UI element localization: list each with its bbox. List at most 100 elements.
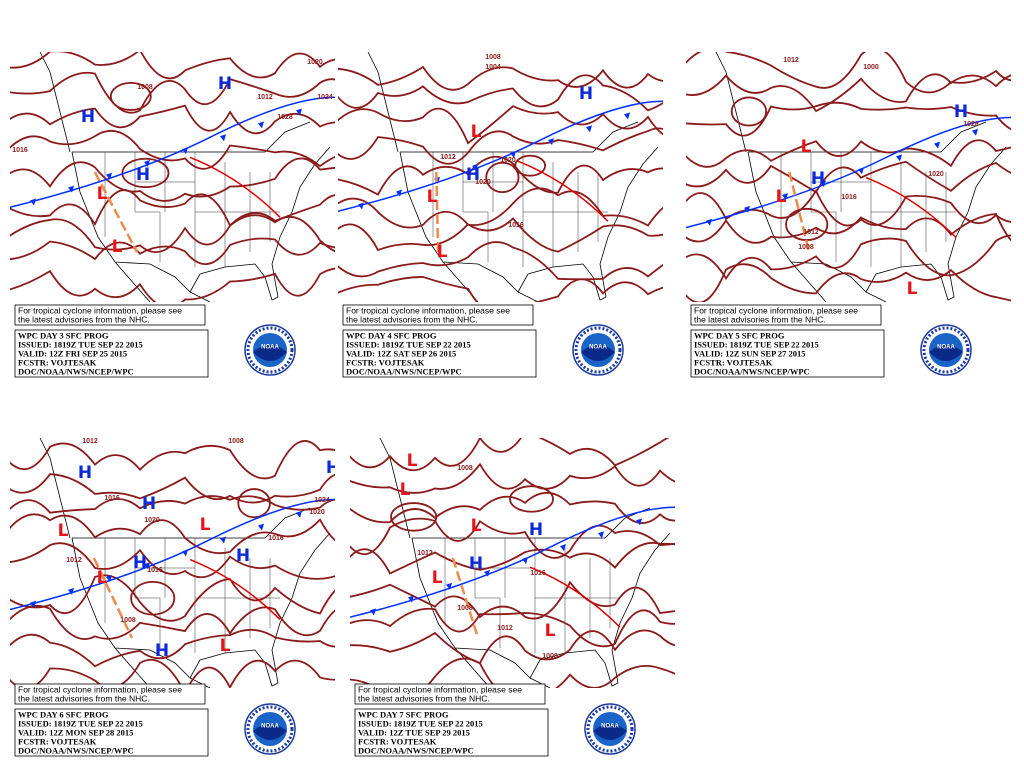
isobar bbox=[10, 267, 335, 302]
isobar bbox=[686, 52, 1011, 94]
isobar-label: 1008 bbox=[485, 54, 501, 61]
pressure-center: L bbox=[97, 568, 108, 588]
isobar bbox=[130, 580, 176, 616]
note-text: the latest advisories from the NHC. bbox=[694, 314, 826, 324]
isobar-label: 1016 bbox=[147, 567, 163, 574]
info-box bbox=[14, 708, 209, 757]
info-text: DOC/NOAA/NWS/NCEP/WPC bbox=[18, 745, 134, 755]
isobar-label: 1008 bbox=[120, 617, 136, 624]
pressure-center: L bbox=[471, 516, 482, 536]
map: H H L L H H L L H H 1012 1008 1016 1020 1016 1012 1008 10… bbox=[10, 438, 335, 688]
isobar-label: 1020 bbox=[475, 179, 491, 186]
map: H L H L L 1008 1004 1012 1020 1020 1016 bbox=[338, 52, 663, 302]
pressure-center: H bbox=[218, 74, 232, 94]
isobar-label: 1020 bbox=[144, 517, 160, 524]
cold-front bbox=[350, 506, 675, 618]
logo-text: NOAA bbox=[589, 345, 607, 351]
isobar bbox=[338, 65, 663, 91]
front-barb bbox=[446, 582, 452, 590]
info-text: VALID: 12Z FRI SEP 25 2015 bbox=[18, 348, 127, 358]
pressure-center: H bbox=[529, 520, 543, 540]
info-text: WPC DAY 5 SFC PROG bbox=[694, 330, 785, 340]
isobar-label: 1016 bbox=[104, 495, 120, 502]
isobar bbox=[10, 52, 335, 80]
cold-front bbox=[338, 100, 663, 212]
info-text: ISSUED: 1819Z TUE SEP 22 2015 bbox=[346, 339, 471, 349]
front-barb bbox=[296, 108, 302, 116]
logo-outer bbox=[246, 705, 294, 753]
coastline bbox=[379, 438, 671, 688]
isobar-label: 1012 bbox=[417, 550, 433, 557]
front-barb bbox=[472, 163, 478, 171]
isobar bbox=[10, 157, 335, 202]
logo-bird bbox=[593, 724, 627, 740]
info-text: DOC/NOAA/NWS/NCEP/WPC bbox=[18, 366, 134, 376]
front-barb bbox=[106, 575, 112, 583]
pressure-center: L bbox=[437, 242, 448, 262]
pressure-center: H bbox=[466, 165, 480, 185]
isobar bbox=[10, 214, 335, 254]
state-lines bbox=[432, 152, 608, 267]
isobar bbox=[10, 440, 335, 480]
isobar bbox=[109, 82, 152, 111]
isobar bbox=[350, 580, 675, 620]
isobar-label: 1000 bbox=[863, 64, 879, 71]
info-text: VALID: 12Z SUN SEP 27 2015 bbox=[694, 348, 806, 358]
isobar-label: 1012 bbox=[66, 557, 82, 564]
front-barb bbox=[934, 141, 940, 149]
panel: H L H L L 1008 1004 1012 1020 1020 1016 For tropica… bbox=[338, 52, 663, 378]
logo-text: NOAA bbox=[937, 345, 955, 351]
front-barb bbox=[396, 189, 402, 197]
coastline bbox=[39, 438, 331, 688]
pressure-center: H bbox=[811, 169, 825, 189]
isobar-label: 1016 bbox=[841, 194, 857, 201]
isobar bbox=[730, 96, 768, 127]
pressure-center: L bbox=[801, 137, 812, 157]
isobar-label: 1008 bbox=[457, 605, 473, 612]
isobar bbox=[338, 276, 663, 302]
info-text: FCSTR: VOJTESAK bbox=[346, 357, 425, 367]
note-text: the latest advisories from the NHC. bbox=[18, 314, 150, 324]
coastline bbox=[39, 52, 331, 302]
pressure-center: L bbox=[400, 480, 411, 500]
info-text: DOC/NOAA/NWS/NCEP/WPC bbox=[694, 366, 810, 376]
front-barb bbox=[706, 218, 712, 226]
front-barb bbox=[182, 147, 188, 155]
pressure-center: L bbox=[432, 568, 443, 588]
pressure-center: H bbox=[236, 546, 250, 566]
info-text: FCSTR: VOJTESAK bbox=[358, 736, 437, 746]
front-barb bbox=[598, 531, 604, 539]
isobar-label: 1012 bbox=[440, 154, 456, 161]
isobar bbox=[514, 154, 547, 177]
isobar bbox=[338, 155, 663, 196]
info-box bbox=[342, 329, 537, 378]
isobar-label: 1024 bbox=[314, 497, 330, 504]
pressure-center: L bbox=[907, 279, 918, 299]
info-text: ISSUED: 1819Z TUE SEP 22 2015 bbox=[694, 339, 819, 349]
front-barb bbox=[510, 151, 516, 159]
front-barb bbox=[144, 562, 150, 570]
front-barb bbox=[258, 121, 264, 129]
isobar bbox=[10, 237, 335, 266]
info-text: VALID: 12Z SAT SEP 26 2015 bbox=[346, 348, 456, 358]
note-text: the latest advisories from the NHC. bbox=[358, 693, 490, 703]
info-text: DOC/NOAA/NWS/NCEP/WPC bbox=[346, 366, 462, 376]
isobar bbox=[350, 657, 675, 688]
isobar bbox=[10, 604, 335, 640]
front-barb bbox=[68, 185, 74, 193]
isobar bbox=[338, 127, 663, 165]
front-barb bbox=[358, 202, 364, 210]
trough bbox=[92, 557, 134, 639]
note-box bbox=[354, 683, 546, 705]
front-barb bbox=[220, 536, 226, 544]
logo-text: NOAA bbox=[261, 345, 279, 351]
front-barb bbox=[548, 138, 554, 146]
warm-front bbox=[189, 558, 281, 621]
isobar-label: 1008 bbox=[542, 653, 558, 660]
front-barb bbox=[782, 193, 788, 201]
isobar bbox=[686, 213, 1011, 244]
isobar bbox=[350, 462, 675, 494]
